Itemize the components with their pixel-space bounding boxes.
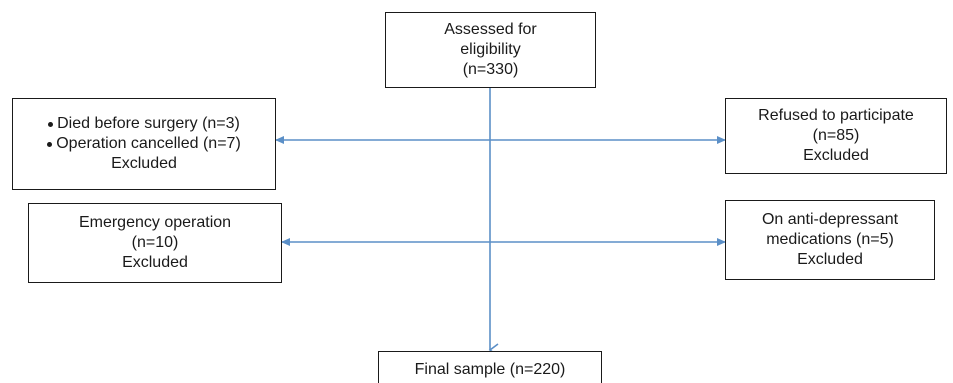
excluded-box-left-2: Emergency operation (n=10) Excluded [28,203,282,283]
antidepressant-line-1: On anti-depressant [761,211,899,228]
bullet-item-cancelled: Operation cancelled (n=7) [47,134,241,154]
emergency-line-1: Emergency operation [78,214,232,231]
antidepressant-line-3: Excluded [797,251,863,268]
bullet-icon [48,121,54,127]
assessed-line-1: Assessed for [444,21,537,38]
bullet-item-died: Died before surgery (n=3) [48,114,240,134]
assessed-line-3: (n=330) [462,61,519,78]
refused-line-2: (n=85) [812,127,860,144]
assessed-line-2: eligibility [460,41,521,58]
emergency-line-3: Excluded [122,254,188,271]
refused-line-1: Refused to participate [758,107,914,124]
assessed-box: Assessed for eligibility (n=330) [385,12,596,88]
refused-line-3: Excluded [803,147,869,164]
bullet-text-cancelled: Operation cancelled (n=7) [56,135,241,152]
excluded-box-right-1: Refused to participate (n=85) Excluded [725,98,947,174]
excluded-box-right-2: On anti-depressant medications (n=5) Exc… [725,200,935,280]
excluded-box-left-1: Died before surgery (n=3) Operation canc… [12,98,276,190]
bullet-text-died: Died before surgery (n=3) [57,115,240,132]
bullet-icon [47,141,53,147]
final-sample-label: Final sample (n=220) [414,361,566,378]
excluded-label-left-1: Excluded [111,155,177,172]
final-sample-box: Final sample (n=220) [378,351,602,383]
antidepressant-line-2: medications (n=5) [766,231,894,248]
emergency-line-2: (n=10) [131,234,179,251]
